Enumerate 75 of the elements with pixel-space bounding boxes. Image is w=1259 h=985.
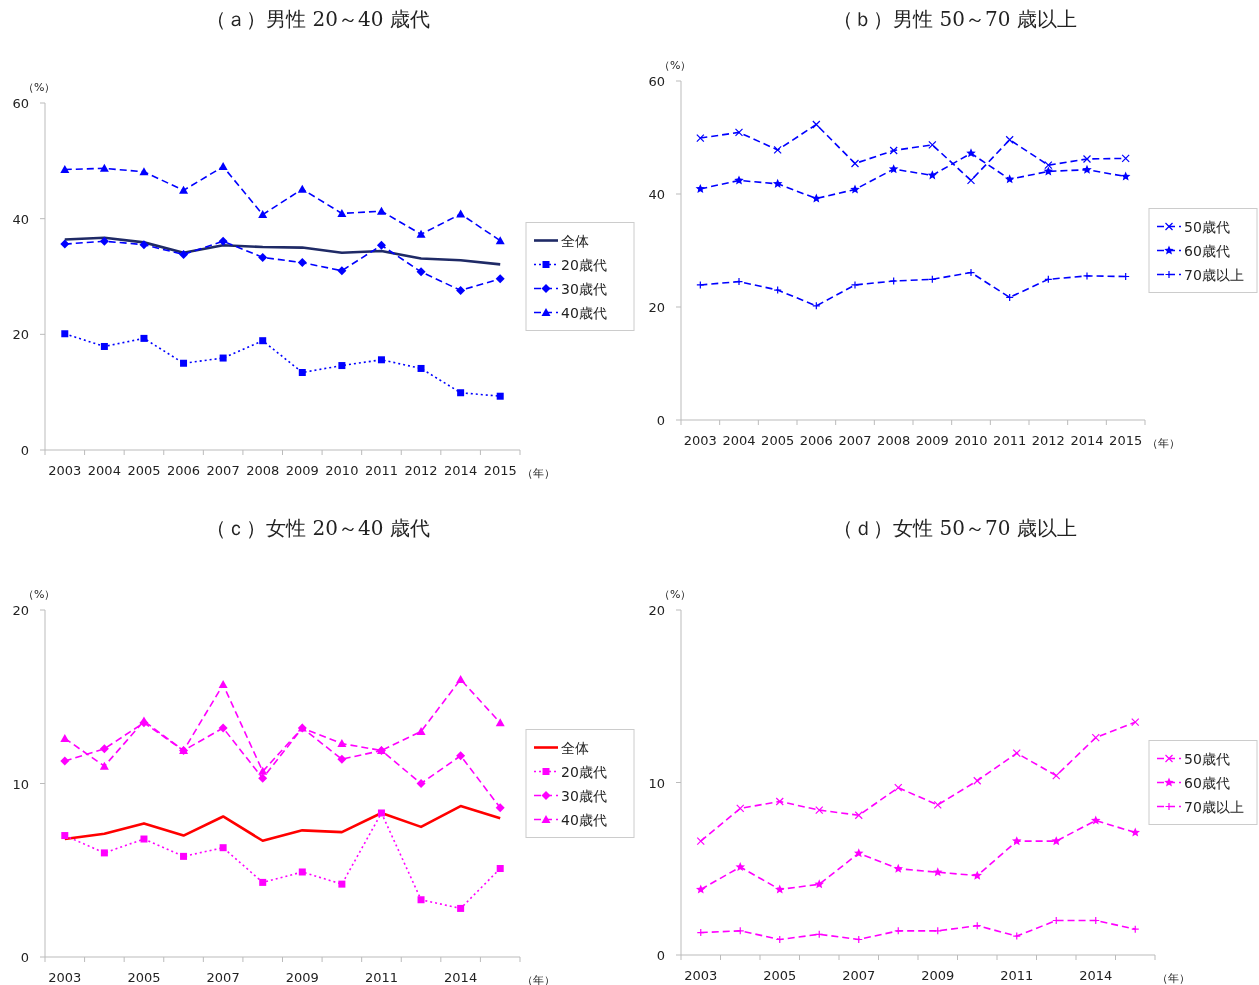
y-axis-title: （%）: [659, 59, 692, 72]
x-tick-label: 2009: [285, 463, 319, 478]
chart-title: （ｄ）女性 50～70 歳以上: [833, 516, 1077, 540]
y-tick-label: 40: [12, 211, 29, 227]
x-tick-label: 2005: [127, 463, 161, 478]
x-tick-label: 2007: [206, 463, 240, 478]
y-tick-label: 60: [648, 74, 665, 89]
legend-label: 70歳以上: [1184, 798, 1244, 815]
x-tick-label: 2015: [483, 463, 517, 478]
y-tick-label: 10: [12, 776, 29, 792]
y-tick-label: 0: [20, 443, 29, 458]
y-axis-title: （%）: [659, 588, 692, 601]
legend-label: 60歳代: [1184, 774, 1230, 791]
y-axis-title: （%）: [23, 81, 56, 94]
x-tick-label: 2014: [444, 970, 478, 985]
x-tick-label: 2012: [1031, 433, 1065, 448]
x-tick-label: 2011: [993, 433, 1027, 448]
chart-title: （ｃ）女性 20～40 歳代: [206, 516, 430, 540]
x-tick-label: 2008: [246, 463, 280, 478]
y-tick-label: 0: [656, 413, 665, 428]
x-tick-label: 2003: [48, 463, 82, 478]
x-tick-label: 2007: [838, 433, 872, 448]
y-tick-label: 20: [12, 327, 29, 343]
x-tick-label: 2009: [915, 433, 949, 448]
x-tick-label: 2015: [1109, 433, 1143, 448]
legend-label: 20歳代: [561, 256, 607, 273]
x-tick-label: 2011: [1000, 968, 1034, 983]
x-tick-label: 2010: [954, 433, 988, 448]
y-tick-label: 20: [12, 603, 29, 618]
x-tick-label: 2003: [684, 968, 718, 983]
x-tick-label: 2012: [404, 463, 438, 478]
x-tick-label: 2014: [444, 463, 478, 478]
x-tick-label: 2014: [1070, 433, 1104, 448]
legend-label: 全体: [561, 739, 589, 756]
legend-label: 50歳代: [1184, 750, 1230, 767]
x-axis-title: （年）: [1157, 972, 1190, 985]
x-tick-label: 2004: [87, 463, 121, 478]
y-tick-label: 10: [648, 775, 665, 791]
x-tick-label: 2003: [683, 433, 717, 448]
y-axis-title: （%）: [23, 588, 56, 601]
x-tick-label: 2005: [763, 968, 797, 983]
legend-label: 40歳代: [561, 811, 607, 828]
x-tick-label: 2005: [127, 970, 161, 985]
legend-label: 60歳代: [1184, 242, 1230, 259]
x-tick-label: 2006: [166, 463, 201, 478]
legend-label: 40歳代: [561, 304, 607, 321]
x-tick-label: 2009: [285, 970, 319, 985]
x-tick-label: 2006: [799, 433, 833, 448]
x-tick-label: 2011: [364, 970, 399, 985]
chart-title: （ａ）男性 20～40 歳代: [206, 7, 430, 31]
x-tick-label: 2003: [48, 970, 82, 985]
legend-label: 50歳代: [1184, 218, 1230, 235]
chart-title: （ｂ）男性 50～70 歳以上: [833, 7, 1077, 31]
x-tick-label: 2007: [206, 970, 240, 985]
x-axis-title: （年）: [1147, 437, 1180, 450]
x-tick-label: 2004: [722, 433, 756, 448]
y-tick-label: 0: [20, 950, 29, 965]
x-tick-label: 2009: [921, 968, 955, 983]
y-tick-label: 20: [648, 300, 665, 315]
y-tick-label: 20: [648, 603, 665, 618]
legend-label: 30歳代: [561, 787, 607, 804]
x-tick-label: 2005: [761, 433, 795, 448]
y-tick-label: 0: [656, 948, 665, 963]
y-tick-label: 40: [648, 187, 665, 202]
legend-label: 20歳代: [561, 763, 607, 780]
x-tick-label: 2014: [1079, 968, 1113, 983]
x-axis-title: （年）: [522, 467, 555, 480]
legend-label: 70歳以上: [1184, 266, 1244, 283]
x-tick-label: 2010: [325, 463, 359, 478]
y-tick-label: 60: [12, 96, 29, 111]
x-tick-label: 2008: [877, 433, 911, 448]
legend-label: 全体: [561, 232, 589, 249]
legend-label: 30歳代: [561, 280, 607, 297]
x-tick-label: 2007: [842, 968, 876, 983]
x-tick-label: 2011: [364, 463, 399, 478]
